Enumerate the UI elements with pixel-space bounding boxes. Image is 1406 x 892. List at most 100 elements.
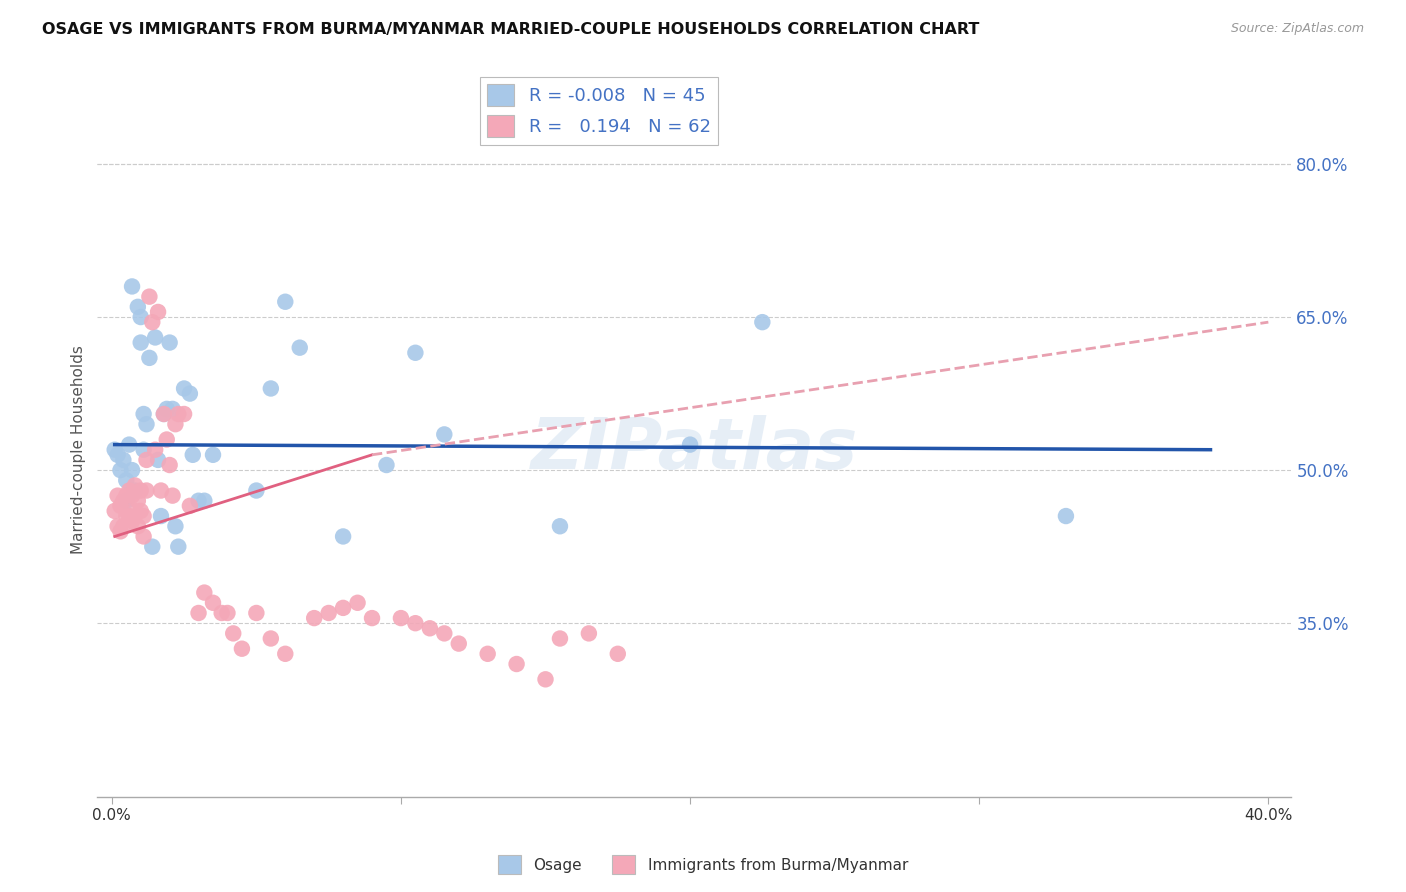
- Point: [217, 606, 239, 620]
- Point: [433, 626, 456, 640]
- Point: [548, 519, 571, 533]
- Point: [159, 458, 181, 472]
- Point: [179, 499, 201, 513]
- Point: [167, 407, 190, 421]
- Point: [231, 641, 253, 656]
- Point: [129, 310, 152, 324]
- Point: [143, 330, 166, 344]
- Point: [404, 345, 426, 359]
- Point: [138, 351, 160, 365]
- Point: [332, 529, 354, 543]
- Y-axis label: Married-couple Households: Married-couple Households: [72, 345, 86, 554]
- Point: [751, 315, 773, 329]
- Point: [135, 483, 157, 498]
- Point: [115, 473, 138, 487]
- Text: Source: ZipAtlas.com: Source: ZipAtlas.com: [1230, 22, 1364, 36]
- Point: [149, 509, 172, 524]
- Point: [165, 417, 187, 432]
- Point: [129, 504, 152, 518]
- Point: [245, 483, 267, 498]
- Point: [156, 401, 179, 416]
- Point: [110, 463, 132, 477]
- Point: [115, 509, 138, 524]
- Point: [132, 407, 155, 421]
- Text: ZIPatlas: ZIPatlas: [530, 415, 858, 484]
- Point: [505, 657, 527, 671]
- Point: [121, 463, 143, 477]
- Point: [332, 600, 354, 615]
- Point: [201, 596, 224, 610]
- Point: [477, 647, 499, 661]
- Point: [127, 519, 149, 533]
- Point: [578, 626, 600, 640]
- Point: [187, 606, 209, 620]
- Point: [173, 407, 195, 421]
- Point: [135, 417, 157, 432]
- Point: [110, 524, 132, 539]
- Point: [1054, 509, 1077, 524]
- Point: [187, 493, 209, 508]
- Point: [149, 483, 172, 498]
- Point: [181, 448, 204, 462]
- Point: [419, 621, 441, 635]
- Point: [389, 611, 412, 625]
- Point: [146, 453, 169, 467]
- Point: [121, 489, 143, 503]
- Point: [118, 509, 141, 524]
- Point: [156, 433, 179, 447]
- Text: OSAGE VS IMMIGRANTS FROM BURMA/MYANMAR MARRIED-COUPLE HOUSEHOLDS CORRELATION CHA: OSAGE VS IMMIGRANTS FROM BURMA/MYANMAR M…: [42, 22, 980, 37]
- Point: [115, 493, 138, 508]
- Point: [260, 632, 283, 646]
- Point: [118, 483, 141, 498]
- Point: [135, 453, 157, 467]
- Point: [104, 442, 127, 457]
- Point: [447, 637, 470, 651]
- Point: [162, 401, 184, 416]
- Point: [129, 335, 152, 350]
- Point: [274, 294, 297, 309]
- Point: [127, 493, 149, 508]
- Point: [153, 407, 176, 421]
- Point: [124, 483, 146, 498]
- Point: [534, 673, 557, 687]
- Point: [318, 606, 340, 620]
- Point: [679, 437, 702, 451]
- Point: [141, 540, 163, 554]
- Point: [346, 596, 368, 610]
- Point: [112, 493, 135, 508]
- Point: [165, 519, 187, 533]
- Point: [302, 611, 325, 625]
- Point: [121, 514, 143, 528]
- Point: [193, 585, 215, 599]
- Point: [141, 315, 163, 329]
- Point: [143, 442, 166, 457]
- Point: [606, 647, 628, 661]
- Point: [173, 382, 195, 396]
- Point: [159, 335, 181, 350]
- Point: [548, 632, 571, 646]
- Point: [260, 382, 283, 396]
- Point: [115, 489, 138, 503]
- Point: [245, 606, 267, 620]
- Point: [118, 437, 141, 451]
- Point: [112, 453, 135, 467]
- Point: [433, 427, 456, 442]
- Point: [201, 448, 224, 462]
- Point: [179, 386, 201, 401]
- Point: [129, 483, 152, 498]
- Point: [107, 519, 129, 533]
- Point: [222, 626, 245, 640]
- Point: [110, 499, 132, 513]
- Point: [162, 489, 184, 503]
- Point: [146, 305, 169, 319]
- Point: [112, 519, 135, 533]
- Point: [193, 493, 215, 508]
- Point: [104, 504, 127, 518]
- Point: [107, 489, 129, 503]
- Point: [138, 290, 160, 304]
- Point: [167, 540, 190, 554]
- Point: [361, 611, 384, 625]
- Point: [132, 509, 155, 524]
- Point: [107, 448, 129, 462]
- Point: [288, 341, 311, 355]
